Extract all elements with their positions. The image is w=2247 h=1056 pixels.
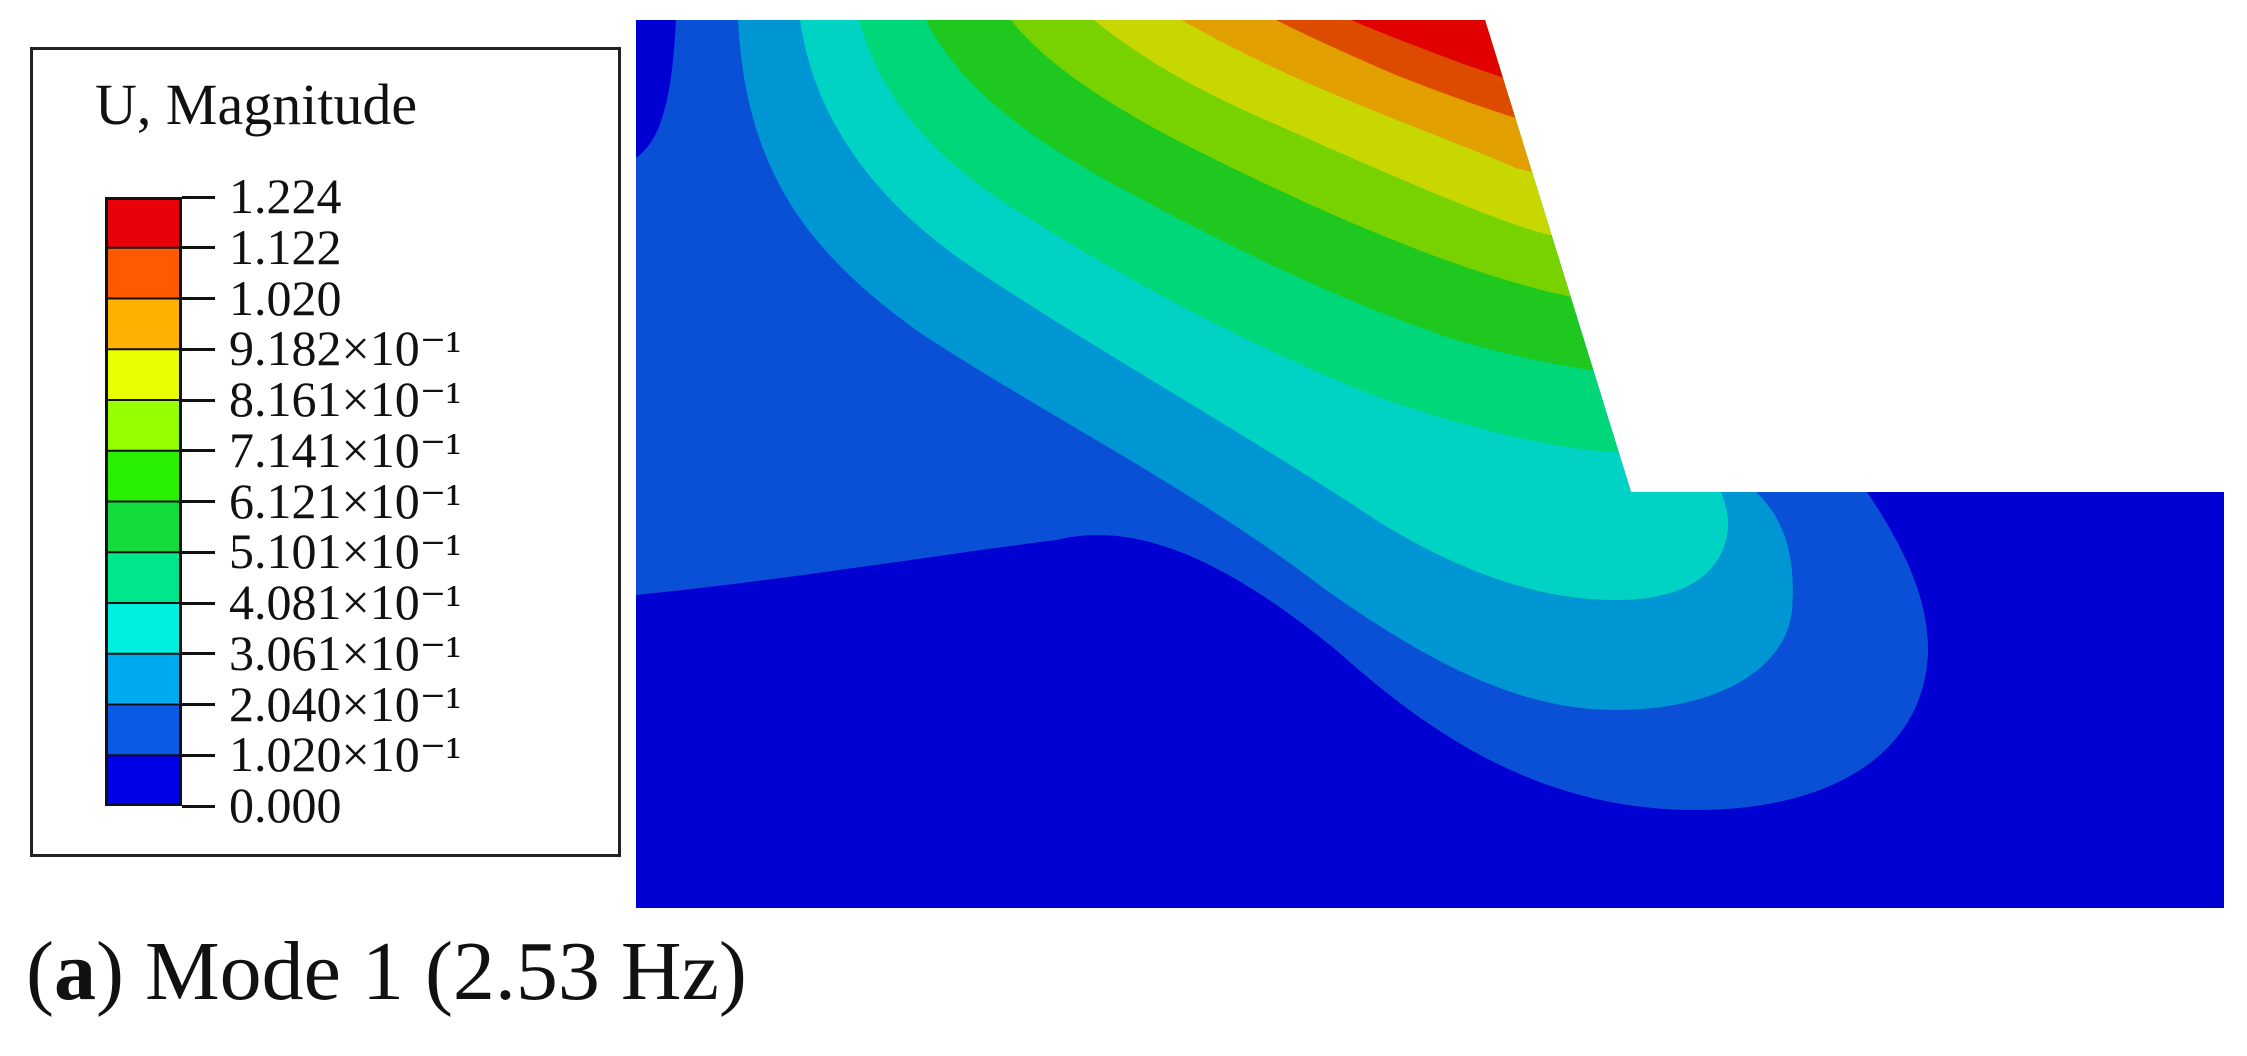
legend-tick <box>182 500 215 503</box>
figure-caption: (a) Mode 1 (2.53 Hz) <box>26 930 747 1014</box>
legend-title: U, Magnitude <box>95 72 418 137</box>
colorbar <box>105 197 182 806</box>
legend: U, Magnitude 1.224 1.122 1.020 9.182×10⁻¹ 8.… <box>30 47 621 857</box>
colorbar-band <box>105 501 182 553</box>
legend-tick-label: 1.020 <box>229 269 342 326</box>
legend-tick <box>182 449 215 453</box>
legend-tick <box>182 601 215 605</box>
legend-tick <box>182 246 215 250</box>
legend-tick <box>182 804 215 808</box>
legend-tick-label: 1.020×10⁻¹ <box>229 726 462 783</box>
colorbar-band <box>105 603 182 655</box>
legend-tick <box>182 550 215 554</box>
colorbar-band <box>105 552 182 604</box>
colorbar-band <box>105 400 182 452</box>
legend-tick-label: 3.061×10⁻¹ <box>229 624 462 681</box>
colorbar-band <box>105 704 182 756</box>
caption-open-paren: ( <box>26 925 54 1018</box>
legend-tick-label: 1.224 <box>229 168 342 224</box>
legend-tick-label: 1.122 <box>229 218 342 275</box>
legend-tick-label: 0.000 <box>229 777 342 833</box>
legend-tick <box>182 347 215 351</box>
contour-plot <box>636 20 2224 908</box>
caption-text: Mode 1 (2.53 Hz) <box>123 925 747 1018</box>
legend-tick-label: 6.121×10⁻¹ <box>229 472 462 529</box>
legend-tick-label: 5.101×10⁻¹ <box>229 523 462 580</box>
legend-tick <box>182 297 215 300</box>
colorbar-band <box>105 653 182 705</box>
legend-tick <box>182 195 215 199</box>
colorbar-band <box>105 247 182 299</box>
colorbar-band <box>105 298 182 350</box>
colorbar-band <box>105 450 182 502</box>
colorbar-band <box>105 755 182 806</box>
legend-tick-label: 2.040×10⁻¹ <box>229 675 462 732</box>
legend-tick <box>182 703 215 706</box>
legend-tick <box>182 753 215 757</box>
legend-tick <box>182 652 215 656</box>
legend-tick <box>182 398 215 402</box>
legend-tick-label: 7.141×10⁻¹ <box>229 421 462 478</box>
legend-tick-label: 9.182×10⁻¹ <box>229 320 462 377</box>
legend-tick-label: 4.081×10⁻¹ <box>229 574 462 630</box>
colorbar-band <box>105 349 182 401</box>
caption-close-paren: ) <box>95 925 124 1018</box>
legend-tick-label: 8.161×10⁻¹ <box>229 371 462 427</box>
caption-letter: a <box>53 925 96 1018</box>
colorbar-band <box>105 197 182 249</box>
